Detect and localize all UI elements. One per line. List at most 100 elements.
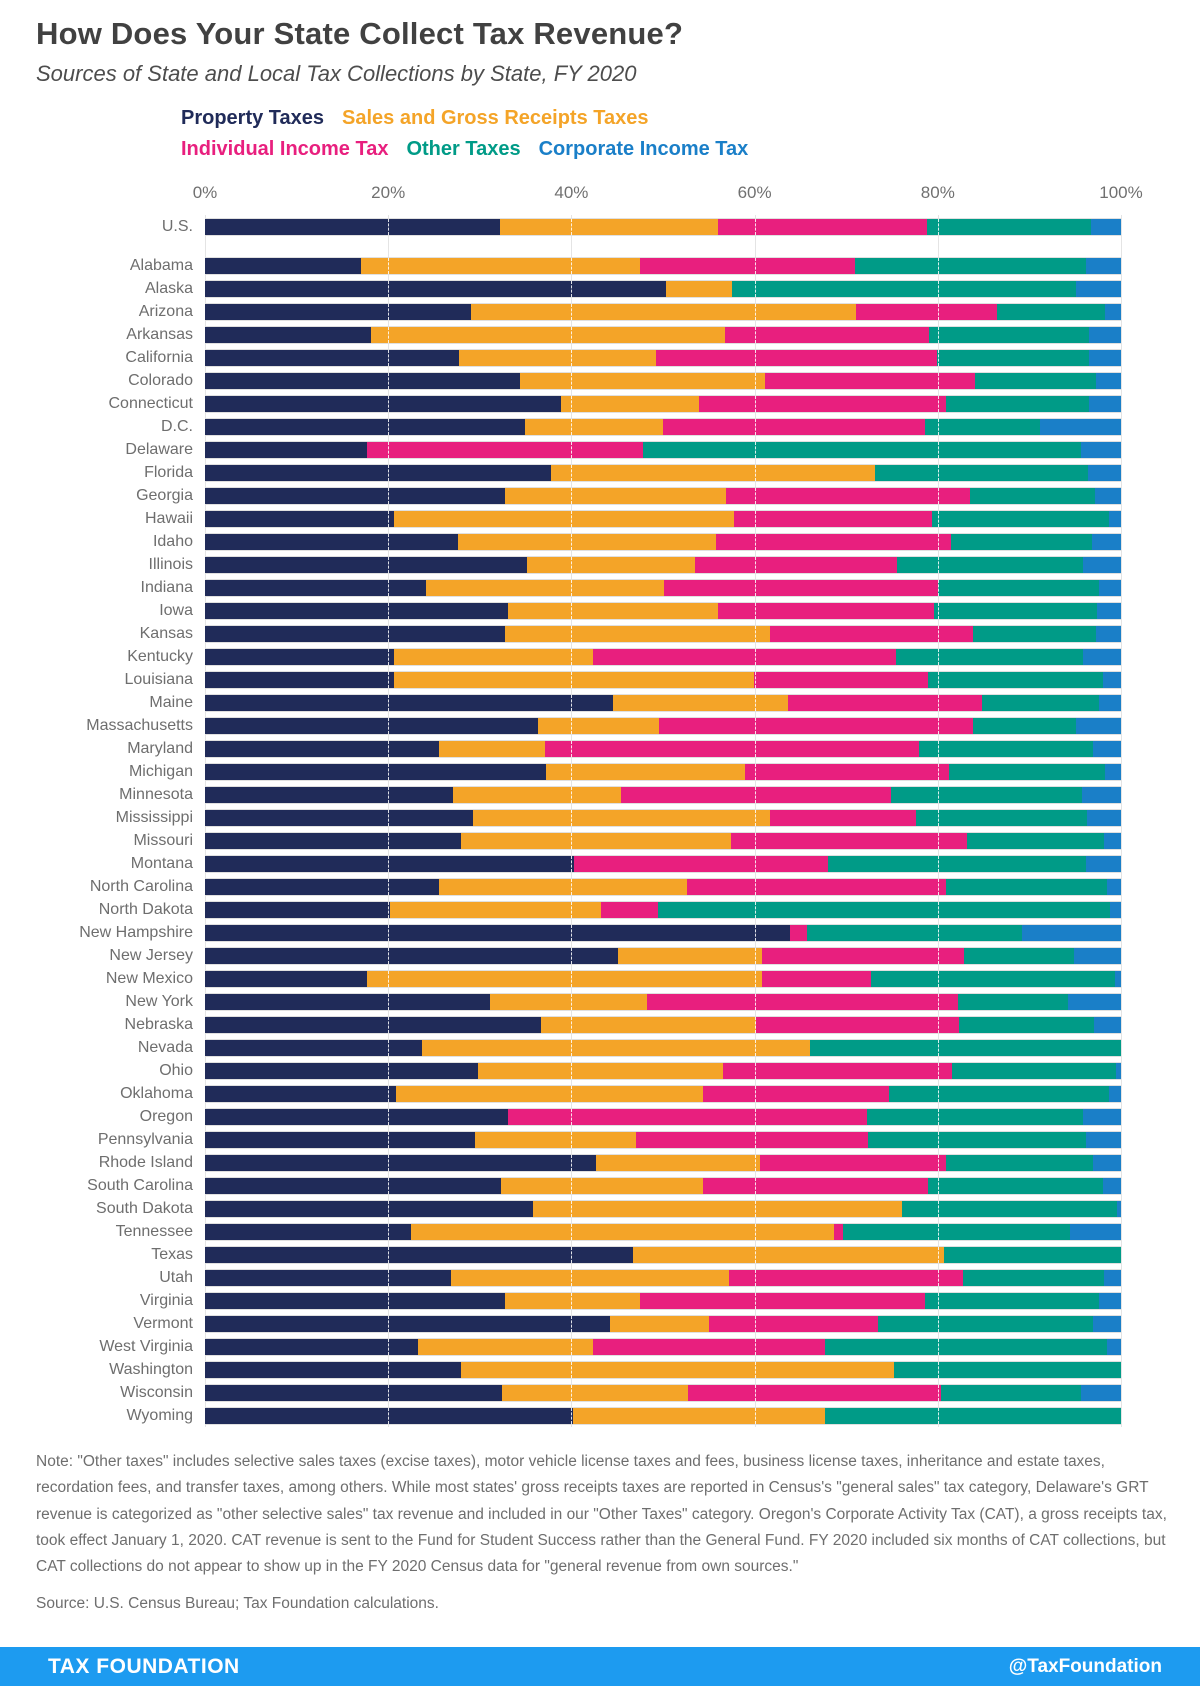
segment-individual-income-tax[interactable]: [703, 1177, 928, 1194]
segment-individual-income-tax[interactable]: [790, 924, 807, 941]
segment-property-taxes[interactable]: [205, 1016, 542, 1033]
segment-sales-and-gross-receipts-taxes[interactable]: [393, 510, 735, 527]
segment-property-taxes[interactable]: [205, 1292, 505, 1309]
segment-sales-and-gross-receipts-taxes[interactable]: [460, 832, 731, 849]
stacked-bar[interactable]: [205, 1153, 1121, 1172]
segment-individual-income-tax[interactable]: [730, 832, 968, 849]
stacked-bar[interactable]: [205, 946, 1121, 965]
segment-sales-and-gross-receipts-taxes[interactable]: [453, 786, 621, 803]
segment-sales-and-gross-receipts-taxes[interactable]: [537, 717, 660, 734]
segment-corporate-income-tax[interactable]: [1099, 1292, 1121, 1309]
segment-property-taxes[interactable]: [205, 648, 394, 665]
segment-property-taxes[interactable]: [205, 970, 368, 987]
segment-individual-income-tax[interactable]: [725, 326, 929, 343]
segment-property-taxes[interactable]: [205, 349, 459, 366]
segment-individual-income-tax[interactable]: [508, 1108, 868, 1125]
segment-individual-income-tax[interactable]: [787, 694, 982, 711]
stacked-bar[interactable]: [205, 256, 1121, 275]
segment-sales-and-gross-receipts-taxes[interactable]: [489, 993, 647, 1010]
segment-property-taxes[interactable]: [205, 326, 371, 343]
stacked-bar[interactable]: [205, 785, 1121, 804]
segment-property-taxes[interactable]: [205, 717, 538, 734]
stacked-bar[interactable]: [205, 601, 1121, 620]
segment-corporate-income-tax[interactable]: [1081, 786, 1121, 803]
segment-property-taxes[interactable]: [205, 786, 454, 803]
segment-other-taxes[interactable]: [878, 1315, 1094, 1332]
stacked-bar[interactable]: [205, 217, 1121, 236]
stacked-bar[interactable]: [205, 877, 1121, 896]
segment-sales-and-gross-receipts-taxes[interactable]: [460, 1361, 894, 1378]
segment-individual-income-tax[interactable]: [834, 1223, 844, 1240]
segment-corporate-income-tax[interactable]: [1082, 1108, 1121, 1125]
segment-other-taxes[interactable]: [827, 855, 1087, 872]
segment-property-taxes[interactable]: [205, 1131, 476, 1148]
segment-other-taxes[interactable]: [902, 1200, 1118, 1217]
stacked-bar[interactable]: [205, 739, 1121, 758]
segment-property-taxes[interactable]: [205, 1246, 633, 1263]
segment-sales-and-gross-receipts-taxes[interactable]: [393, 648, 594, 665]
segment-individual-income-tax[interactable]: [686, 878, 947, 895]
stacked-bar[interactable]: [205, 394, 1121, 413]
segment-corporate-income-tax[interactable]: [1022, 924, 1121, 941]
segment-property-taxes[interactable]: [205, 257, 361, 274]
segment-other-taxes[interactable]: [658, 901, 1110, 918]
segment-property-taxes[interactable]: [205, 1177, 501, 1194]
segment-property-taxes[interactable]: [205, 1200, 533, 1217]
stacked-bar[interactable]: [205, 693, 1121, 712]
segment-sales-and-gross-receipts-taxes[interactable]: [360, 257, 641, 274]
segment-sales-and-gross-receipts-taxes[interactable]: [545, 763, 745, 780]
stacked-bar[interactable]: [205, 417, 1121, 436]
segment-other-taxes[interactable]: [937, 579, 1099, 596]
segment-other-taxes[interactable]: [934, 602, 1098, 619]
segment-sales-and-gross-receipts-taxes[interactable]: [504, 487, 727, 504]
stacked-bar[interactable]: [205, 440, 1121, 459]
segment-property-taxes[interactable]: [205, 533, 458, 550]
segment-individual-income-tax[interactable]: [698, 395, 947, 412]
stacked-bar[interactable]: [205, 647, 1121, 666]
segment-corporate-income-tax[interactable]: [1083, 556, 1121, 573]
segment-corporate-income-tax[interactable]: [1086, 257, 1121, 274]
stacked-bar[interactable]: [205, 831, 1121, 850]
stacked-bar[interactable]: [205, 463, 1121, 482]
segment-property-taxes[interactable]: [205, 280, 666, 297]
segment-sales-and-gross-receipts-taxes[interactable]: [527, 556, 696, 573]
segment-individual-income-tax[interactable]: [659, 717, 973, 734]
segment-individual-income-tax[interactable]: [663, 579, 938, 596]
segment-sales-and-gross-receipts-taxes[interactable]: [393, 671, 754, 688]
segment-corporate-income-tax[interactable]: [1080, 1384, 1121, 1401]
stacked-bar[interactable]: [205, 716, 1121, 735]
segment-other-taxes[interactable]: [825, 1338, 1108, 1355]
segment-corporate-income-tax[interactable]: [1109, 1085, 1121, 1102]
segment-other-taxes[interactable]: [951, 1062, 1117, 1079]
stacked-bar[interactable]: [205, 325, 1121, 344]
stacked-bar[interactable]: [205, 624, 1121, 643]
segment-corporate-income-tax[interactable]: [1098, 579, 1121, 596]
segment-corporate-income-tax[interactable]: [1114, 970, 1121, 987]
segment-other-taxes[interactable]: [936, 349, 1089, 366]
segment-other-taxes[interactable]: [867, 1108, 1083, 1125]
segment-sales-and-gross-receipts-taxes[interactable]: [457, 533, 717, 550]
segment-other-taxes[interactable]: [855, 257, 1087, 274]
segment-sales-and-gross-receipts-taxes[interactable]: [541, 1016, 756, 1033]
segment-corporate-income-tax[interactable]: [1116, 1062, 1121, 1079]
stacked-bar[interactable]: [205, 1061, 1121, 1080]
segment-property-taxes[interactable]: [205, 1361, 461, 1378]
segment-other-taxes[interactable]: [964, 947, 1075, 964]
segment-sales-and-gross-receipts-taxes[interactable]: [501, 1384, 688, 1401]
segment-sales-and-gross-receipts-taxes[interactable]: [632, 1246, 945, 1263]
segment-corporate-income-tax[interactable]: [1096, 372, 1121, 389]
segment-corporate-income-tax[interactable]: [1040, 418, 1121, 435]
segment-corporate-income-tax[interactable]: [1067, 993, 1121, 1010]
segment-individual-income-tax[interactable]: [856, 303, 998, 320]
stacked-bar[interactable]: [205, 670, 1121, 689]
segment-individual-income-tax[interactable]: [662, 418, 925, 435]
segment-corporate-income-tax[interactable]: [1092, 740, 1121, 757]
stacked-bar[interactable]: [205, 1038, 1121, 1057]
segment-other-taxes[interactable]: [946, 395, 1089, 412]
stacked-bar[interactable]: [205, 1314, 1121, 1333]
segment-sales-and-gross-receipts-taxes[interactable]: [500, 1177, 704, 1194]
segment-property-taxes[interactable]: [205, 602, 509, 619]
segment-other-taxes[interactable]: [927, 1177, 1103, 1194]
segment-individual-income-tax[interactable]: [753, 671, 928, 688]
segment-individual-income-tax[interactable]: [367, 441, 643, 458]
